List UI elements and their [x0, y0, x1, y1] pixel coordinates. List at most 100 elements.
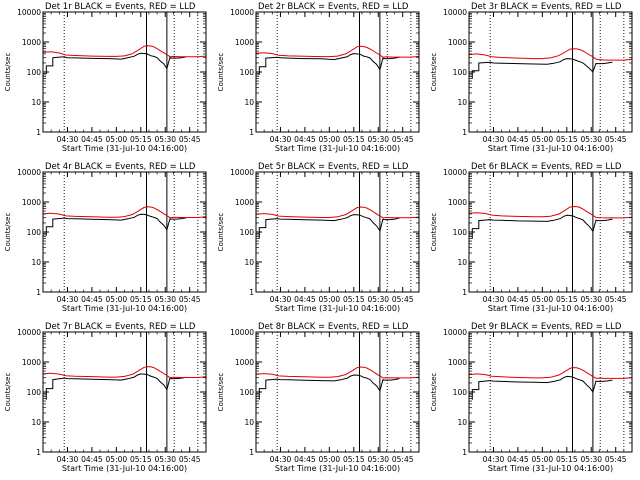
y-tick-label: 10000 — [17, 8, 41, 17]
x-tick-label: 04:45 — [507, 135, 529, 144]
y-tick-label: 100 — [240, 388, 255, 397]
x-tick-label: 04:45 — [294, 455, 316, 464]
plot-frame — [42, 331, 207, 453]
events-series-line — [45, 213, 187, 236]
panel-1: Det 1r BLACK = Events, RED = LLD 1 10 100 10… — [4, 2, 207, 153]
lld-series-line — [255, 206, 420, 219]
x-tick-label: 05:30 — [367, 455, 389, 464]
x-tick-label: 04:45 — [81, 135, 103, 144]
events-series-line — [471, 58, 613, 79]
plot-frame — [255, 11, 420, 133]
x-axis-label: Start Time (31-Jul-10 04:16:00) — [488, 304, 613, 313]
x-tick-label: 05:15 — [130, 135, 152, 144]
y-tick-label: 1 — [462, 448, 467, 457]
panel-title: Det 5r BLACK = Events, RED = LLD — [258, 162, 409, 172]
plot-frame — [42, 11, 207, 133]
x-tick-label: 05:45 — [392, 455, 414, 464]
x-tick-label: 04:30 — [483, 455, 505, 464]
x-tick-label: 05:15 — [343, 295, 365, 304]
x-tick-label: 05:30 — [367, 295, 389, 304]
panel-title: Det 6r BLACK = Events, RED = LLD — [471, 162, 622, 172]
y-tick-label: 10 — [31, 98, 41, 107]
x-axis-label: Start Time (31-Jul-10 04:16:00) — [62, 144, 187, 153]
x-tick-label: 05:15 — [556, 135, 578, 144]
y-tick-label: 100 — [240, 228, 255, 237]
y-tick-label: 100 — [27, 68, 42, 77]
panel-title: Det 4r BLACK = Events, RED = LLD — [45, 162, 196, 172]
x-tick-label: 04:45 — [81, 455, 103, 464]
x-tick-label: 05:30 — [154, 455, 176, 464]
x-tick-label: 04:30 — [57, 135, 79, 144]
panel-title: Det 1r BLACK = Events, RED = LLD — [45, 2, 196, 12]
x-tick-label: 05:00 — [106, 455, 128, 464]
x-tick-label: 05:30 — [154, 135, 176, 144]
x-tick-label: 04:30 — [483, 135, 505, 144]
lld-series-line — [255, 45, 420, 58]
x-axis-label: Start Time (31-Jul-10 04:16:00) — [275, 144, 400, 153]
x-tick-label: 05:00 — [319, 455, 341, 464]
y-tick-label: 1 — [249, 448, 254, 457]
x-tick-label: 05:45 — [179, 455, 201, 464]
x-tick-label: 05:30 — [580, 135, 602, 144]
y-axis-label: Counts/sec — [4, 373, 12, 412]
y-tick-label: 100 — [453, 68, 468, 77]
y-tick-label: 100 — [27, 228, 42, 237]
panel-title: Det 9r BLACK = Events, RED = LLD — [471, 322, 622, 332]
y-tick-label: 10000 — [17, 328, 41, 337]
x-tick-label: 05:15 — [343, 135, 365, 144]
events-series-line — [258, 374, 400, 400]
y-tick-label: 10 — [457, 258, 467, 267]
lld-series-line — [42, 45, 207, 58]
x-tick-label: 05:30 — [367, 135, 389, 144]
panel-title: Det 8r BLACK = Events, RED = LLD — [258, 322, 409, 332]
lld-series-line — [42, 366, 207, 379]
y-tick-label: 1000 — [235, 38, 254, 47]
panel-9: Det 9r BLACK = Events, RED = LLD 1 10 100 10… — [430, 322, 633, 473]
panel-5: Det 5r BLACK = Events, RED = LLD 1 10 100 10… — [217, 162, 420, 313]
x-tick-label: 05:00 — [319, 295, 341, 304]
y-tick-label: 1000 — [235, 198, 254, 207]
x-axis-label: Start Time (31-Jul-10 04:16:00) — [62, 464, 187, 473]
panel-title: Det 2r BLACK = Events, RED = LLD — [258, 2, 409, 12]
x-tick-label: 04:45 — [507, 295, 529, 304]
x-tick-label: 05:15 — [556, 295, 578, 304]
x-tick-label: 05:45 — [605, 135, 627, 144]
y-tick-label: 1 — [36, 448, 41, 457]
panel-4: Det 4r BLACK = Events, RED = LLD 1 10 100 10… — [4, 162, 207, 313]
y-tick-label: 1000 — [448, 38, 467, 47]
x-axis-label: Start Time (31-Jul-10 04:16:00) — [62, 304, 187, 313]
x-tick-label: 04:30 — [57, 295, 79, 304]
x-tick-label: 04:45 — [507, 455, 529, 464]
y-tick-label: 10 — [244, 418, 254, 427]
y-tick-label: 100 — [240, 68, 255, 77]
y-tick-label: 100 — [453, 228, 468, 237]
x-tick-label: 04:30 — [483, 295, 505, 304]
y-tick-label: 1000 — [448, 198, 467, 207]
y-tick-label: 1000 — [22, 198, 41, 207]
y-axis-label: Counts/sec — [430, 53, 438, 92]
x-axis-label: Start Time (31-Jul-10 04:16:00) — [488, 464, 613, 473]
events-series-line — [471, 214, 613, 239]
x-tick-label: 05:00 — [532, 455, 554, 464]
x-tick-label: 04:45 — [294, 295, 316, 304]
lld-series-line — [468, 367, 633, 379]
x-tick-label: 05:45 — [179, 135, 201, 144]
plot-frame — [468, 171, 633, 293]
x-tick-label: 05:00 — [319, 135, 341, 144]
lld-series-line — [468, 205, 633, 219]
panel-7: Det 7r BLACK = Events, RED = LLD 1 10 100 10… — [4, 322, 207, 473]
y-tick-label: 10 — [244, 258, 254, 267]
y-tick-label: 10000 — [230, 168, 254, 177]
plot-frame — [255, 331, 420, 453]
x-tick-label: 05:45 — [179, 295, 201, 304]
x-tick-label: 05:15 — [343, 455, 365, 464]
y-tick-label: 10 — [244, 98, 254, 107]
events-series-line — [45, 52, 187, 75]
y-tick-label: 100 — [453, 388, 468, 397]
x-tick-label: 05:30 — [154, 295, 176, 304]
plot-frame — [255, 171, 420, 293]
y-axis-label: Counts/sec — [217, 213, 225, 252]
y-tick-label: 10000 — [17, 168, 41, 177]
x-tick-label: 05:15 — [130, 295, 152, 304]
